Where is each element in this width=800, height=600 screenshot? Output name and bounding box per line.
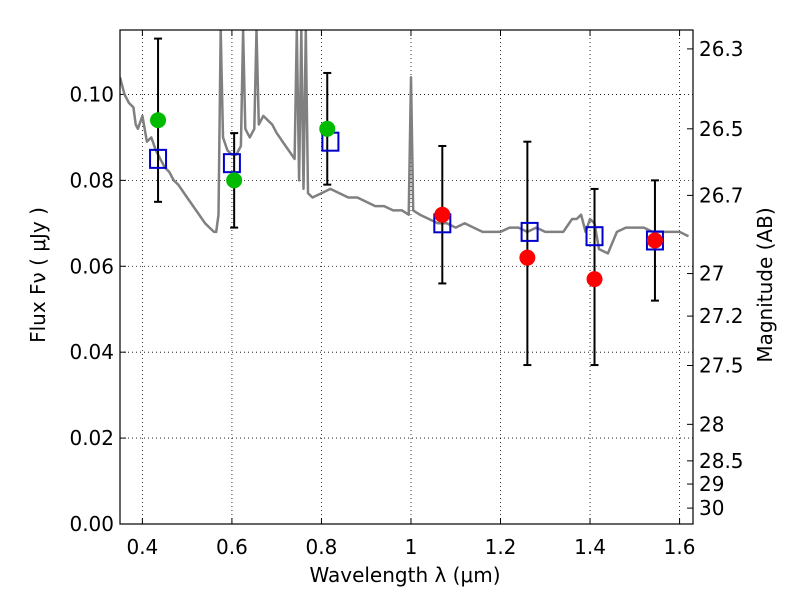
plot-area: 0.4 0.6 0.8 1 1.2 1.4 1.6 0.00 0.02 0.04 0.06 0.08 0…	[69, 29, 744, 559]
y-axis-title: Flux Fν ( μJy )	[26, 207, 50, 343]
y-tick-label: 0.08	[69, 168, 114, 192]
y-tick-label: 0.02	[69, 426, 114, 450]
data-point	[519, 249, 536, 266]
data-point	[150, 112, 167, 129]
data-point	[226, 172, 243, 189]
x-axis-title: Wavelength λ (μm)	[309, 563, 500, 587]
x-tick-label: 1	[405, 535, 418, 559]
data-point	[586, 271, 603, 288]
y-tick-label: 0.10	[69, 82, 114, 106]
data-point	[319, 120, 336, 137]
y-tick-label: 0.00	[69, 512, 114, 536]
y-tick-label: 0.04	[69, 340, 114, 364]
plot-frame	[119, 29, 694, 525]
sed-model-line	[120, 30, 690, 255]
x-tick-label: 0.6	[216, 535, 248, 559]
model-photometry-square	[520, 221, 539, 242]
data-point	[646, 232, 663, 249]
magnitude-tick-label: 26.3	[699, 37, 744, 61]
magnitude-tick-label: 26.7	[699, 183, 744, 207]
magnitude-tick-label: 27.5	[699, 353, 744, 377]
x-tick-label: 0.8	[306, 535, 338, 559]
magnitude-tick-label: 27	[699, 262, 724, 286]
x-tick-label: 0.4	[126, 535, 158, 559]
magnitude-axis-title: Magnitude (AB)	[753, 207, 777, 362]
y-tick-label: 0.06	[69, 254, 114, 278]
x-tick-label: 1.4	[574, 535, 606, 559]
model-photometry-square	[149, 148, 168, 169]
x-tick-label: 1.6	[664, 535, 696, 559]
model-photometry-square	[585, 226, 604, 247]
magnitude-tick-label: 27.2	[699, 304, 744, 328]
x-tick-label: 1.2	[485, 535, 517, 559]
model-photometry-square	[222, 153, 241, 174]
data-point	[434, 206, 451, 223]
magnitude-tick-label: 30	[699, 496, 724, 520]
magnitude-tick-label: 28.5	[699, 449, 744, 473]
magnitude-tick-label: 28	[699, 412, 724, 436]
magnitude-tick-label: 26.5	[699, 117, 744, 141]
magnitude-tick-label: 29	[699, 472, 724, 496]
